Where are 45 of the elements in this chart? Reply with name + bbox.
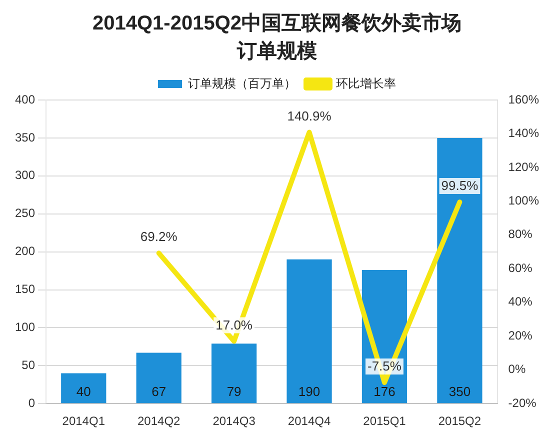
y-tick-label: 150 [14, 282, 36, 296]
y-tick-label: 300 [14, 168, 36, 182]
x-tick-label: 2015Q1 [363, 414, 406, 428]
y-tick-label: 100 [14, 320, 36, 334]
legend-label: 环比增长率 [336, 76, 396, 90]
data-label: 350 [448, 384, 471, 400]
y-tick-label: 250 [14, 206, 36, 220]
y2-tick-label: 60% [508, 260, 533, 275]
y2-tick-label: 120% [508, 160, 540, 174]
bar [437, 138, 482, 404]
legend-label: 订单规模（百万单） [188, 76, 296, 90]
data-label: 140.9% [287, 108, 332, 124]
data-label: 17.0% [216, 317, 253, 332]
data-label: -7.5% [368, 358, 402, 374]
y2-tick-label: 140% [508, 126, 540, 140]
y-tick-label: 50 [22, 358, 36, 372]
x-tick-label: 2014Q1 [62, 414, 106, 428]
data-label: 67 [152, 384, 166, 400]
y2-tick-label: 160% [508, 92, 540, 106]
y2-tick-label: 0% [508, 362, 526, 376]
y-tick-label: 0 [28, 396, 36, 410]
data-label: 69.2% [140, 229, 178, 244]
x-tick-label: 2014Q4 [288, 414, 331, 428]
y2-tick-label: 80% [508, 227, 533, 242]
x-tick-label: 2014Q3 [212, 414, 256, 428]
bar [61, 373, 106, 404]
y2-tick-label: -20% [508, 396, 537, 410]
x-tick-label: 2015Q2 [438, 414, 482, 428]
chart-title: 2014Q1-2015Q2中国互联网餐饮外卖市场 [92, 12, 462, 35]
data-label: 40 [76, 384, 91, 400]
chart-subtitle: 订单规模 [236, 40, 317, 63]
y-tick-label: 200 [14, 244, 36, 258]
bar [286, 259, 332, 404]
y2-tick-label: 20% [508, 328, 533, 342]
data-label: 176 [374, 384, 396, 400]
y-tick-label: 400 [14, 92, 36, 106]
y2-tick-label: 100% [508, 194, 540, 208]
y-tick-label: 350 [14, 130, 36, 144]
bar [136, 352, 182, 404]
y2-tick-label: 40% [508, 294, 533, 309]
x-tick-label: 2014Q2 [137, 414, 181, 428]
bar [211, 344, 257, 404]
data-label: 79 [226, 384, 242, 400]
data-label: 190 [298, 384, 320, 400]
data-label: 99.5% [441, 178, 479, 194]
